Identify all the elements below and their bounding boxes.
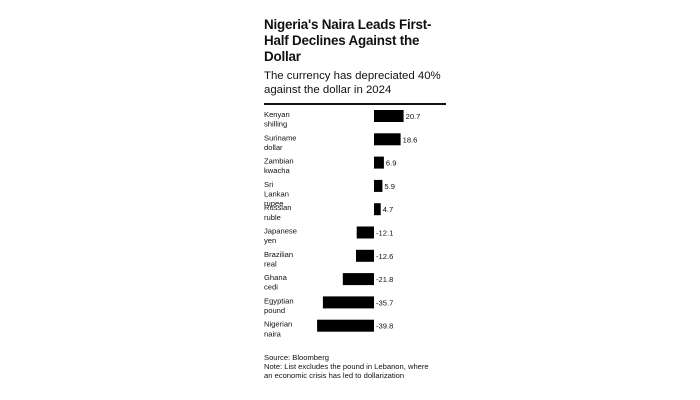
value-label: -35.7 xyxy=(376,298,393,307)
value-label: -12.1 xyxy=(376,229,393,238)
chart-card: Nigeria's Naira Leads First-Half Decline… xyxy=(258,0,458,400)
bar xyxy=(322,296,374,309)
note-line-1: Note: List excludes the pound in Lebanon… xyxy=(264,362,429,371)
bar xyxy=(374,203,381,216)
value-label: 4.7 xyxy=(383,205,394,214)
value-label: -12.6 xyxy=(376,252,393,261)
value-label: -39.8 xyxy=(376,322,393,331)
bar xyxy=(374,110,404,122)
category-label: Russian ruble xyxy=(264,203,291,222)
chart-footer: Source: Bloomberg Note: List excludes th… xyxy=(264,353,460,380)
bar xyxy=(356,226,374,239)
source-note: Source: Bloomberg xyxy=(264,353,330,362)
note-line-2: an economic crisis has led to dollarizat… xyxy=(264,371,405,380)
title-rule xyxy=(264,103,446,105)
category-label: Sri Lankan rupee xyxy=(264,180,289,208)
value-label: 5.9 xyxy=(384,182,395,191)
category-label: Ghana cedi xyxy=(264,273,288,292)
chart-title: Nigeria's Naira Leads First-Half Decline… xyxy=(264,17,432,64)
bar xyxy=(374,156,384,169)
category-label: Japanese yen xyxy=(264,227,297,246)
chart-subtitle: The currency has depreciated 40% against… xyxy=(264,70,441,96)
bar-chart: Kenyan shilling 20.7 Suriname dollar 18.6 Zamb… xyxy=(264,110,421,339)
category-label: Suriname dollar xyxy=(264,133,297,152)
category-label: Zambian kwacha xyxy=(264,157,294,176)
bar xyxy=(317,319,374,332)
bar xyxy=(342,273,374,286)
category-label: Nigerian naira xyxy=(264,320,292,339)
value-label: 6.9 xyxy=(386,159,397,168)
category-label: Brazilian real xyxy=(264,250,293,269)
bar xyxy=(356,249,374,262)
value-label: -21.8 xyxy=(376,275,393,284)
value-label: 18.6 xyxy=(403,135,418,144)
category-label: Kenyan shilling xyxy=(264,110,290,129)
bar xyxy=(374,179,383,192)
category-label: Egyptian pound xyxy=(264,296,294,315)
value-label: 20.7 xyxy=(406,112,421,121)
bar xyxy=(374,133,401,146)
